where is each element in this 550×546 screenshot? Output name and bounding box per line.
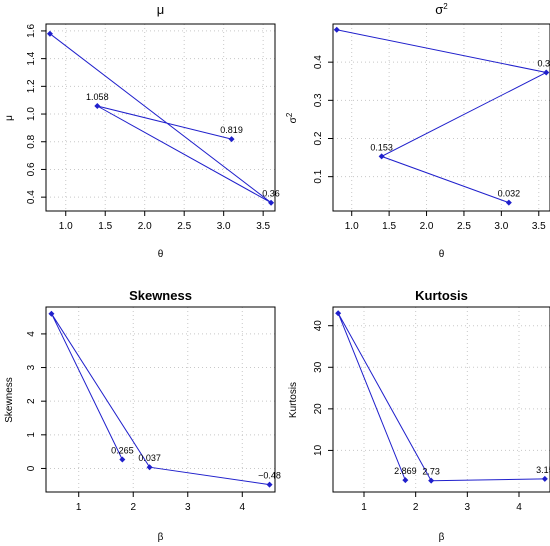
x-axis-label: β xyxy=(158,532,164,543)
chart-title: μ xyxy=(157,2,165,17)
data-point xyxy=(146,464,153,471)
y-tick-label: 0.3 xyxy=(313,93,324,107)
data-label: 0.37 xyxy=(537,58,550,68)
x-axis-label: β xyxy=(439,532,445,543)
x-axis-label: θ xyxy=(439,249,445,260)
plot-frame xyxy=(332,306,550,493)
x-tick-label: 1 xyxy=(361,502,367,513)
x-tick-label: 1.0 xyxy=(345,221,359,232)
data-label: 0.153 xyxy=(370,142,393,152)
y-tick-label: 1.6 xyxy=(26,24,37,38)
y-tick-label: 40 xyxy=(313,320,324,332)
y-tick-label: 1.2 xyxy=(26,79,37,93)
x-tick-label: 3.5 xyxy=(256,221,270,232)
x-tick-label: 1.5 xyxy=(382,221,396,232)
x-tick-label: 3.0 xyxy=(494,221,508,232)
data-point xyxy=(333,26,340,33)
x-tick-label: 3.5 xyxy=(532,221,546,232)
data-point xyxy=(335,310,342,317)
y-tick-label: 0 xyxy=(26,465,37,471)
data-point xyxy=(378,153,385,160)
y-tick-label: 0.8 xyxy=(26,134,37,148)
x-tick-label: 3 xyxy=(185,502,191,513)
data-point xyxy=(402,477,409,484)
x-axis-label: θ xyxy=(158,249,164,260)
chart-title-superscript: 2 xyxy=(443,2,448,11)
x-tick-label: 4 xyxy=(240,502,246,513)
data-point xyxy=(428,477,435,484)
x-tick-label: 1 xyxy=(76,502,82,513)
data-label: 0.265 xyxy=(111,446,134,456)
chart-title: σ2 xyxy=(435,2,448,17)
y-axis-label: Kurtosis xyxy=(288,382,299,418)
data-label: 0.36 xyxy=(262,189,280,199)
panel-4: 1 2 3 4 10 20 30 40 Kurtosis β Kurtosis 2.869 2.73 3.… xyxy=(288,288,550,543)
chart-title: Skewness xyxy=(129,288,192,303)
y-tick-label: 1.0 xyxy=(26,107,37,121)
y-axis-label: σ2 xyxy=(285,112,299,123)
y-tick-label: 20 xyxy=(313,403,324,415)
data-point xyxy=(48,310,55,317)
data-point xyxy=(543,69,550,76)
data-point xyxy=(541,475,548,482)
data-point xyxy=(119,456,126,463)
data-point xyxy=(46,30,53,37)
plot-frame xyxy=(45,23,276,212)
y-tick-label: 0.4 xyxy=(26,190,37,204)
y-tick-label: 0.1 xyxy=(313,169,324,183)
y-axis-label-superscript: 2 xyxy=(285,112,294,117)
y-tick-label: 3 xyxy=(26,364,37,370)
series-line xyxy=(49,33,272,204)
x-tick-label: 1.0 xyxy=(59,221,73,232)
chart-title: Kurtosis xyxy=(415,288,468,303)
x-tick-label: 1.5 xyxy=(98,221,112,232)
data-label: 0.819 xyxy=(220,125,243,135)
y-tick-label: 0.4 xyxy=(313,55,324,69)
series-line xyxy=(336,29,548,204)
data-point xyxy=(505,199,512,206)
x-tick-label: 2.5 xyxy=(457,221,471,232)
data-label: 1.058 xyxy=(86,92,109,102)
data-label: 3.15 xyxy=(536,465,550,475)
y-tick-label: 30 xyxy=(313,361,324,373)
y-tick-label: 0.2 xyxy=(313,131,324,145)
data-point xyxy=(94,103,101,110)
x-tick-label: 3.0 xyxy=(217,221,231,232)
x-tick-label: 3 xyxy=(465,502,471,513)
data-point xyxy=(266,481,273,488)
x-tick-label: 2 xyxy=(413,502,419,513)
panel-2: 1.0 1.5 2.0 2.5 3.0 3.5 0.1 0.2 0.3 0.4 σ2 θ σ2 0.37 0… xyxy=(285,2,550,260)
data-label: 2.869 xyxy=(394,466,417,476)
y-tick-label: 10 xyxy=(313,444,324,456)
panel-1: 1.0 1.5 2.0 2.5 3.0 3.5 0.4 0.6 0.8 1.0 1.2 1.4 1.6 μ… xyxy=(4,2,280,260)
y-tick-label: 4 xyxy=(26,331,37,337)
y-axis-label: μ xyxy=(4,115,15,121)
x-tick-label: 2 xyxy=(130,502,136,513)
data-label: 0.037 xyxy=(138,453,161,463)
y-tick-label: 0.6 xyxy=(26,162,37,176)
x-tick-label: 2.0 xyxy=(420,221,434,232)
y-tick-label: 1.4 xyxy=(26,51,37,65)
plot-frame xyxy=(45,306,276,493)
data-label: 2.73 xyxy=(422,467,440,477)
x-tick-label: 4 xyxy=(516,502,522,513)
y-axis-label: Skewness xyxy=(4,377,15,423)
data-label: 0.032 xyxy=(498,189,521,199)
panel-3: 1 2 3 4 0 1 2 3 4 Skewness β Skewness 0.265 0.037 −0.4… xyxy=(4,288,281,543)
series-line xyxy=(337,312,545,482)
data-point xyxy=(228,136,235,143)
x-tick-label: 2.0 xyxy=(138,221,152,232)
y-tick-label: 1 xyxy=(26,432,37,438)
plot-frame xyxy=(332,23,550,212)
data-point xyxy=(268,199,275,206)
x-tick-label: 2.5 xyxy=(177,221,191,232)
data-label: −0.48 xyxy=(258,471,281,481)
y-tick-label: 2 xyxy=(26,398,37,404)
